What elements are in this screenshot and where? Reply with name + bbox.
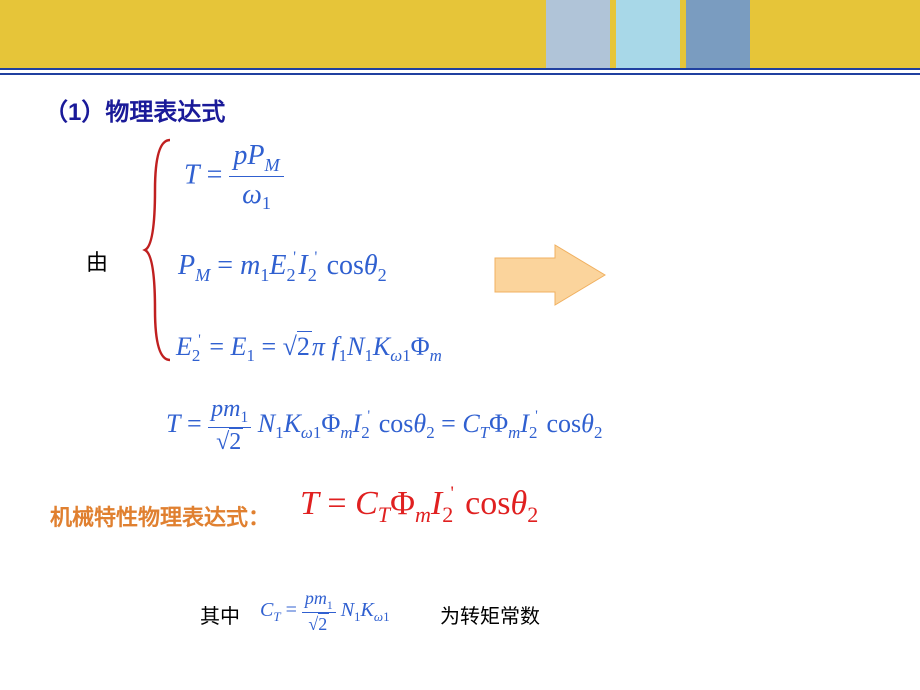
arrow-right-icon	[490, 240, 610, 310]
top-bar	[0, 0, 920, 68]
equation-ct: CT = pm1 2 N1Kω1	[260, 588, 390, 635]
thumbnail-1	[546, 0, 610, 68]
equation-t-expanded: T = pm1 2 N1Kω1ΦmI2' cosθ2 = CTΦmI2' cos…	[166, 396, 602, 456]
thumbnail-3	[686, 0, 750, 68]
equation-torque-fraction: T = pPM ω1	[184, 140, 284, 214]
curly-brace	[140, 135, 180, 365]
qizhong-label: 其中	[200, 600, 240, 629]
equation-e2: E2' = E1 = 2π f1N1Kω1Φm	[176, 332, 442, 366]
divider-line-2	[0, 73, 920, 75]
torque-constant-label: 为转矩常数	[440, 600, 540, 629]
header-thumbnails	[546, 0, 750, 68]
divider-line-1	[0, 68, 920, 70]
thumbnail-2	[616, 0, 680, 68]
you-label: 由	[86, 245, 108, 277]
equation-result: T = CTΦmI2' cosθ2	[300, 485, 538, 528]
mechanical-characteristic-label: 机械特性物理表达式：	[50, 500, 270, 532]
equation-pm: PM = m1E2'I2' cosθ2	[178, 250, 387, 286]
section-heading: （1）物理表达式	[44, 92, 225, 127]
